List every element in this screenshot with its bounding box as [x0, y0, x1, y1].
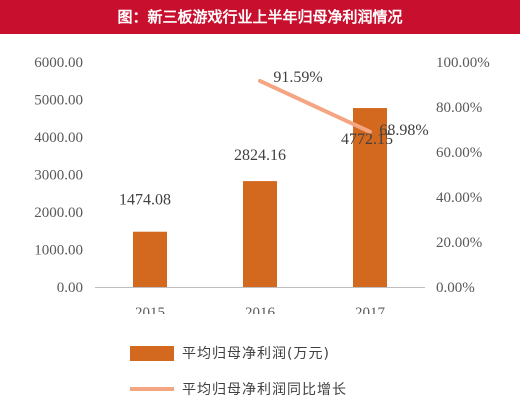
bar-data-label-2017: 4772.15 [341, 131, 393, 148]
chart-title: 图：新三板游戏行业上半年归母净利润情况 [117, 8, 403, 26]
legend-item-bar: 平均归母净利润(万元) [130, 343, 330, 363]
legend-item-line: 平均归母净利润同比增长 [130, 379, 347, 399]
y-right-tick-label: 100.00% [436, 55, 490, 71]
y-left-tick-label: 3000.00 [34, 168, 83, 184]
x-tick-label: 2015 [135, 305, 165, 314]
bar-2017 [353, 108, 387, 287]
y-left-tick-label: 4000.00 [34, 130, 83, 146]
chart-header: 图：新三板游戏行业上半年归母净利润情况 [0, 0, 520, 34]
y-left-tick-label: 2000.00 [34, 205, 83, 221]
legend-swatch-line [130, 387, 174, 391]
y-right-tick-label: 60.00% [436, 145, 482, 161]
chart-area: 0.00 1000.00 2000.00 3000.00 4000.00 5000.00 6… [34, 55, 490, 314]
y-left-tick-label: 5000.00 [34, 93, 83, 109]
y-right-tick-label: 20.00% [436, 235, 482, 251]
bar-data-label-2016: 2824.16 [234, 147, 286, 164]
bar-data-label-2015: 1474.08 [119, 192, 171, 209]
y-left-tick-label: 0.00 [57, 280, 83, 296]
bar-2016 [243, 181, 277, 287]
y-right-tick-label: 0.00% [436, 280, 475, 296]
growth-line [258, 78, 372, 134]
line-data-label-2016: 91.59% [273, 69, 322, 86]
legend-label-line: 平均归母净利润同比增长 [182, 382, 347, 398]
line-data-label-2017: 68.98% [379, 122, 428, 139]
y-left-tick-label: 1000.00 [34, 243, 83, 259]
x-tick-label: 2016 [245, 305, 276, 314]
y-right-tick-label: 40.00% [436, 190, 482, 206]
legend-swatch-bar [130, 345, 174, 361]
legend-label-bar: 平均归母净利润(万元) [182, 346, 330, 362]
y-right-tick-label: 80.00% [436, 100, 482, 116]
bar-2015 [133, 231, 167, 287]
y-left-tick-label: 6000.00 [34, 55, 83, 71]
x-tick-label: 2017 [355, 305, 386, 314]
